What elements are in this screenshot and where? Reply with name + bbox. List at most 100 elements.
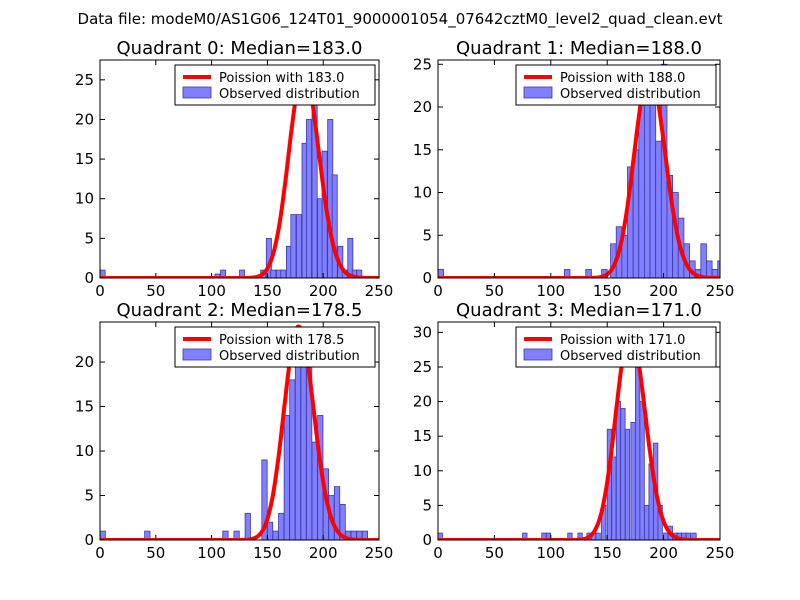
y-tick-label: 15 <box>413 427 432 445</box>
legend-obs-swatch <box>182 86 212 99</box>
histogram-bar <box>663 532 669 540</box>
legend-obs-label: Observed distribution <box>560 349 701 364</box>
histogram-bar <box>620 408 626 540</box>
x-tick-label: 100 <box>536 544 565 562</box>
panel-title: Quadrant 3: Median=171.0 <box>456 300 702 321</box>
y-tick-label: 0 <box>422 269 432 287</box>
x-tick-label: 50 <box>146 282 165 300</box>
histogram-bar <box>311 441 318 540</box>
y-tick-label: 15 <box>413 141 432 159</box>
histogram-bar <box>280 269 287 278</box>
x-tick-label: 250 <box>365 544 394 562</box>
x-tick-label: 250 <box>706 282 735 300</box>
x-tick-label: 150 <box>253 282 282 300</box>
histogram-bar <box>639 401 645 540</box>
histogram-bar <box>283 415 290 540</box>
histogram-bar <box>563 269 571 278</box>
histogram-bar <box>717 260 720 278</box>
histogram-bar <box>278 512 285 540</box>
histogram-bar <box>233 530 240 540</box>
panel-title: Quadrant 1: Median=188.0 <box>456 38 702 59</box>
y-tick-label: 0 <box>422 531 432 549</box>
legend-obs-label: Observed distribution <box>219 349 360 364</box>
x-tick-label: 200 <box>649 282 678 300</box>
y-tick-label: 25 <box>75 71 94 89</box>
histogram-bar <box>339 504 346 540</box>
legend-fit-label: Poission with 171.0 <box>560 333 685 348</box>
histogram-bar <box>595 532 601 540</box>
poisson-fit-line <box>100 69 379 278</box>
histogram-bar <box>306 119 312 278</box>
histogram-bar <box>296 214 302 278</box>
histogram-bar <box>266 521 274 540</box>
y-tick-label: 10 <box>413 462 432 480</box>
y-tick-label: 15 <box>75 150 94 168</box>
axes-frame <box>437 59 721 279</box>
axes-frame <box>437 321 721 541</box>
histogram-bar <box>300 361 307 540</box>
histogram-bar <box>222 530 229 540</box>
legend-obs-swatch <box>182 348 212 361</box>
histogram-bar <box>611 456 617 540</box>
panel-quadrant-2: Quadrant 2: Median=178.5 0 50 100 150 200 250 0… <box>75 300 393 562</box>
y-tick-label: 20 <box>75 353 94 371</box>
panel-title: Quadrant 0: Median=183.0 <box>117 38 363 59</box>
x-tick-label: 200 <box>309 282 338 300</box>
histogram-bar <box>289 379 296 540</box>
histogram-bar <box>331 174 338 278</box>
histogram-bar <box>144 530 151 540</box>
plot-area <box>100 324 379 540</box>
histogram-bar <box>585 269 592 278</box>
legend-obs-swatch <box>523 86 553 99</box>
legend-fit-label: Poission with 183.0 <box>219 71 344 86</box>
y-tick-label: 20 <box>413 393 432 411</box>
x-tick-label: 150 <box>253 544 282 562</box>
histogram-bar <box>272 530 279 540</box>
x-tick-label: 200 <box>649 544 678 562</box>
histogram-bar <box>270 269 277 278</box>
histogram-bar <box>261 459 268 540</box>
histogram-bar <box>655 140 662 278</box>
y-tick-label: 10 <box>413 184 432 202</box>
poisson-fit-line <box>100 324 379 540</box>
histogram-bar <box>438 269 445 278</box>
panel-quadrant-0: Quadrant 0: Median=183.0 0 50 100 150 200 250 0… <box>75 38 393 300</box>
panel-title: Quadrant 2: Median=178.5 <box>117 300 363 321</box>
x-tick-label: 250 <box>706 544 735 562</box>
histogram-bar <box>644 504 650 540</box>
y-tick-label: 20 <box>75 110 94 128</box>
histogram-bar <box>100 530 106 540</box>
histogram-bar <box>644 98 651 278</box>
x-tick-label: 50 <box>485 544 504 562</box>
plot-area <box>438 63 720 278</box>
x-tick-label: 250 <box>365 282 394 300</box>
x-tick-label: 0 <box>433 544 443 562</box>
x-tick-label: 150 <box>593 282 622 300</box>
histogram-bar <box>244 512 251 540</box>
y-tick-label: 10 <box>75 190 94 208</box>
histogram-bar <box>624 428 631 540</box>
x-tick-label: 50 <box>146 544 165 562</box>
y-tick-label: 0 <box>84 269 94 287</box>
legend-obs-label: Observed distribution <box>560 87 701 102</box>
x-tick-label: 150 <box>593 544 622 562</box>
legend-obs-swatch <box>523 348 553 361</box>
axes-frame <box>99 59 380 279</box>
panel-quadrant-3: Quadrant 3: Median=171.0 0 50 100 150 200 250 0… <box>413 300 734 562</box>
axes-frame <box>99 321 380 541</box>
y-tick-label: 15 <box>75 398 94 416</box>
histogram-bar <box>615 401 622 540</box>
y-tick-label: 0 <box>84 531 94 549</box>
x-tick-label: 100 <box>536 282 565 300</box>
x-tick-label: 0 <box>95 282 105 300</box>
x-tick-label: 0 <box>95 544 105 562</box>
histogram-bar <box>630 421 636 540</box>
figure-suptitle: Data file: modeM0/AS1G06_124T01_90000010… <box>78 10 723 29</box>
y-tick-label: 5 <box>422 226 432 244</box>
y-tick-label: 25 <box>413 55 432 73</box>
x-tick-label: 100 <box>197 544 226 562</box>
histogram-bar <box>361 530 369 540</box>
x-tick-label: 0 <box>433 282 443 300</box>
histogram-bar <box>649 89 657 278</box>
